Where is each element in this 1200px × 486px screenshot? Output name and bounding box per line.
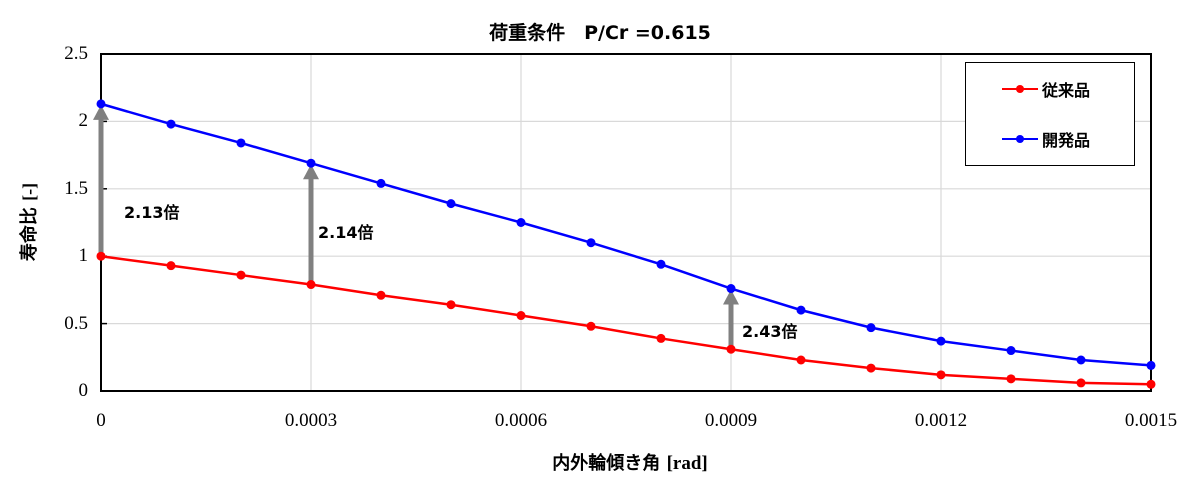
x-axis-label-text: 内外輪傾き角: [552, 453, 661, 474]
x-axis-unit: [rad]: [666, 453, 708, 474]
data-series: [96, 99, 1156, 389]
x-tick: 0.0003: [284, 410, 338, 431]
chart-title: 荷重条件 P/Cr =0.615: [489, 22, 711, 44]
x-tick: 0.0015: [1124, 410, 1178, 431]
x-tick: 0.0009: [704, 410, 758, 431]
y-tick: 1: [78, 245, 89, 267]
legend: 従来品 開発品: [965, 62, 1135, 166]
ratio-annotation: 2.13倍: [124, 203, 180, 222]
ratio-arrows: [93, 104, 739, 350]
legend-marker-icon: [1002, 129, 1038, 149]
y-axis-label-text: 寿命比: [19, 207, 40, 262]
ratio-annotation: 2.43倍: [742, 322, 798, 341]
y-tick: 1.5: [64, 177, 88, 199]
y-tick: 0: [78, 380, 89, 401]
x-tick: 0.0006: [494, 410, 548, 431]
x-axis-label: 内外輪傾き角 [rad]: [0, 449, 1200, 475]
y-tick: 2: [78, 110, 89, 132]
ratio-annotation: 2.14倍: [318, 223, 374, 242]
legend-label: 開発品: [1042, 131, 1091, 150]
y-axis-unit: [-]: [19, 182, 39, 201]
x-tick: 0: [96, 410, 106, 431]
y-axis-label: 寿命比 [-]: [15, 183, 41, 261]
x-tick: 0.0012: [914, 410, 968, 431]
y-tick: 0.5: [64, 312, 88, 334]
legend-label: 従来品: [1042, 81, 1091, 100]
legend-marker-icon: [1002, 79, 1038, 99]
legend-item-developed: 開発品: [1002, 127, 1090, 151]
legend-item-conventional: 従来品: [1002, 77, 1090, 101]
y-tick: 2.5: [64, 43, 88, 64]
